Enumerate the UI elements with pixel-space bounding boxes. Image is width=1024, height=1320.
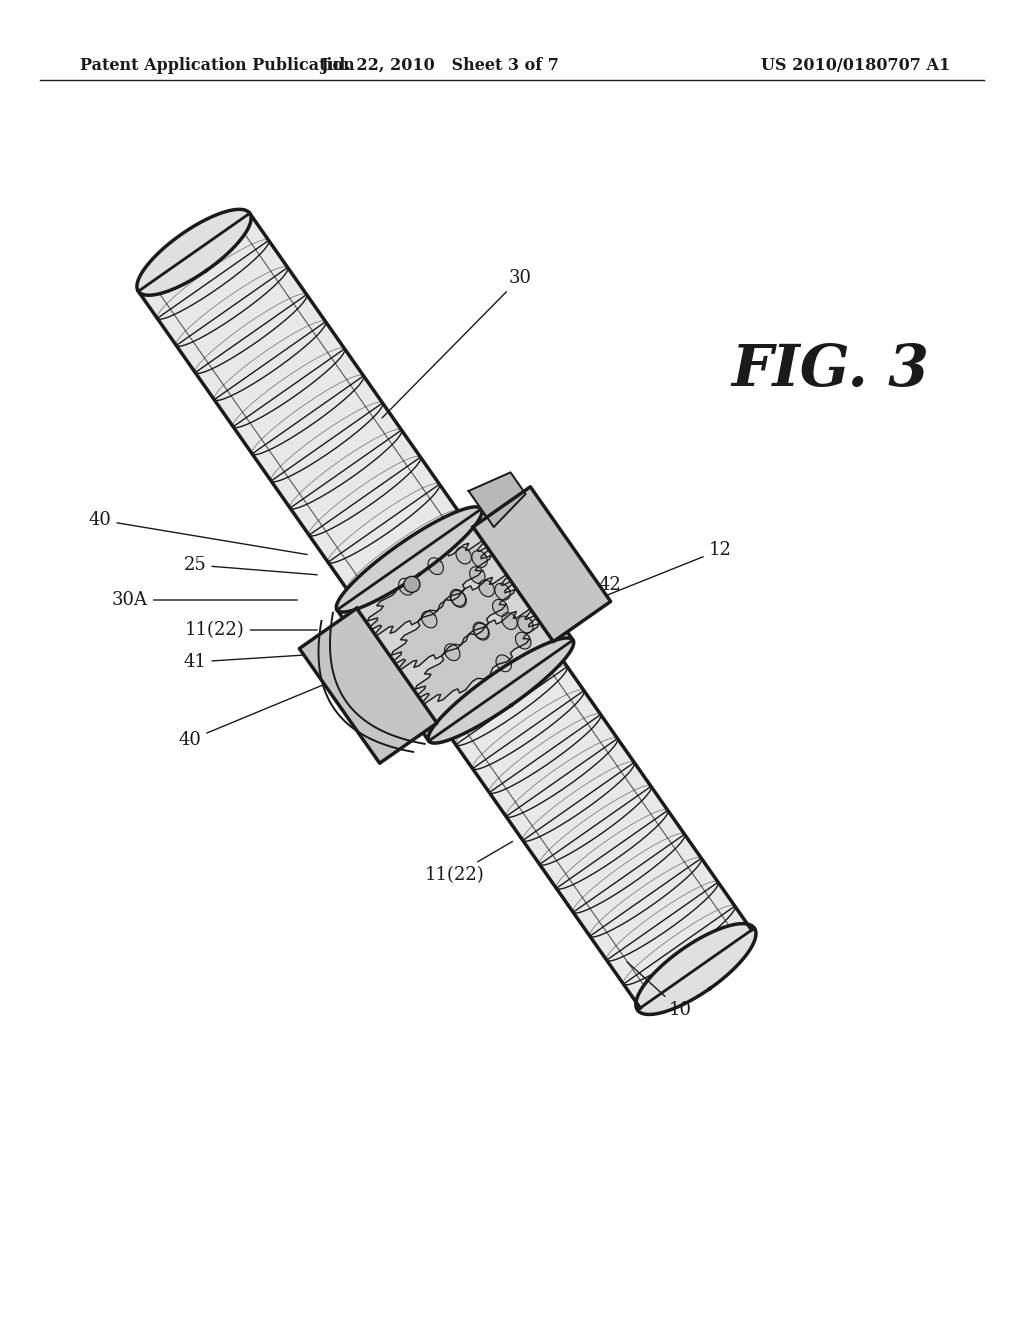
Polygon shape <box>472 550 487 568</box>
Polygon shape <box>422 611 437 628</box>
Polygon shape <box>451 589 466 606</box>
Polygon shape <box>398 578 414 595</box>
Polygon shape <box>518 616 534 632</box>
Polygon shape <box>367 541 492 635</box>
Text: 11(22): 11(22) <box>425 841 513 884</box>
Polygon shape <box>502 612 517 630</box>
Text: 41: 41 <box>183 653 302 671</box>
Text: Patent Application Publication: Patent Application Publication <box>80 57 354 74</box>
Polygon shape <box>444 644 460 660</box>
Polygon shape <box>428 558 443 574</box>
Polygon shape <box>336 507 482 612</box>
Text: 42: 42 <box>482 576 622 594</box>
Text: 10: 10 <box>627 962 691 1019</box>
Polygon shape <box>138 214 497 644</box>
Text: 12: 12 <box>572 541 731 609</box>
Text: 25: 25 <box>183 556 317 574</box>
Polygon shape <box>495 583 510 601</box>
Polygon shape <box>479 579 495 597</box>
Polygon shape <box>299 609 437 763</box>
Polygon shape <box>451 590 466 607</box>
Polygon shape <box>456 548 471 564</box>
Polygon shape <box>469 473 525 527</box>
Text: 40: 40 <box>88 511 307 554</box>
Polygon shape <box>493 599 508 616</box>
Polygon shape <box>391 576 515 669</box>
Polygon shape <box>473 487 610 642</box>
Text: 40: 40 <box>178 681 333 748</box>
Text: 30: 30 <box>382 269 531 418</box>
Polygon shape <box>415 610 540 704</box>
Text: FIG. 3: FIG. 3 <box>731 342 929 399</box>
Polygon shape <box>428 638 573 743</box>
Polygon shape <box>337 510 573 741</box>
Text: Jul. 22, 2010   Sheet 3 of 7: Jul. 22, 2010 Sheet 3 of 7 <box>321 57 559 74</box>
Polygon shape <box>515 632 530 649</box>
Text: 30A: 30A <box>112 591 297 609</box>
Polygon shape <box>473 622 488 639</box>
Polygon shape <box>137 210 251 296</box>
Polygon shape <box>636 924 756 1015</box>
Polygon shape <box>474 623 489 640</box>
Polygon shape <box>422 619 752 1008</box>
Polygon shape <box>496 655 511 672</box>
Text: 11(22): 11(22) <box>185 620 317 639</box>
Circle shape <box>403 577 420 593</box>
Text: US 2010/0180707 A1: US 2010/0180707 A1 <box>761 57 950 74</box>
Polygon shape <box>470 566 485 583</box>
